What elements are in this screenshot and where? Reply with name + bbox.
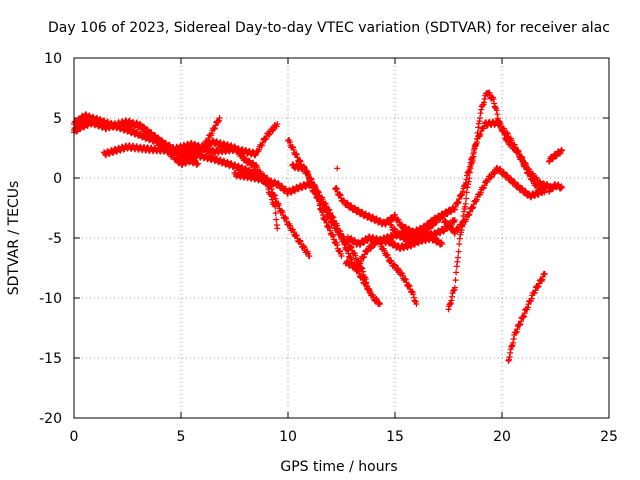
- series-arc-h: [289, 161, 345, 259]
- data-markers-arc-s: [334, 165, 341, 172]
- x-tick-label: 0: [70, 429, 79, 445]
- series-arc-l: [377, 239, 420, 307]
- series-arc-s: [334, 165, 341, 172]
- series-arc-n: [445, 89, 548, 313]
- plot-frame: [73, 57, 610, 419]
- x-tick-label: 10: [279, 429, 297, 445]
- y-tick-label: 10: [44, 51, 62, 67]
- x-tick-label: 15: [386, 429, 404, 445]
- y-tick-label: -5: [48, 231, 62, 247]
- data-markers-arc-l: [377, 239, 420, 307]
- data-markers-arc-q: [546, 181, 565, 195]
- data-markers-arc-o: [441, 165, 550, 237]
- data-markers-arc-r: [546, 146, 565, 165]
- y-tick-label: -15: [39, 351, 62, 367]
- series-arc-o: [441, 165, 550, 237]
- x-tick-label: 5: [177, 429, 186, 445]
- y-tick-label: -20: [39, 411, 62, 427]
- data-layer: [71, 89, 565, 364]
- chart-title: Day 106 of 2023, Sidereal Day-to-day VTE…: [48, 20, 610, 36]
- y-tick-label: 0: [53, 171, 62, 187]
- data-markers-arc-h: [289, 161, 345, 259]
- series-arc-p: [505, 270, 548, 364]
- x-tick-label: 25: [600, 429, 618, 445]
- x-tick-label: 20: [493, 429, 511, 445]
- tick-labels: 0 5 10 15 20 25 -20 -15 -10 -5 0 5 10: [39, 51, 618, 445]
- data-markers-arc-p: [505, 270, 548, 364]
- series-arc-r: [546, 146, 565, 165]
- y-tick-label: 5: [53, 111, 62, 127]
- series-arc-q: [546, 181, 565, 195]
- y-tick-label: -10: [39, 291, 62, 307]
- data-markers-arc-n: [445, 89, 548, 313]
- x-axis-label: GPS time / hours: [280, 459, 397, 475]
- y-axis-label: SDTVAR / TECUs: [6, 181, 22, 296]
